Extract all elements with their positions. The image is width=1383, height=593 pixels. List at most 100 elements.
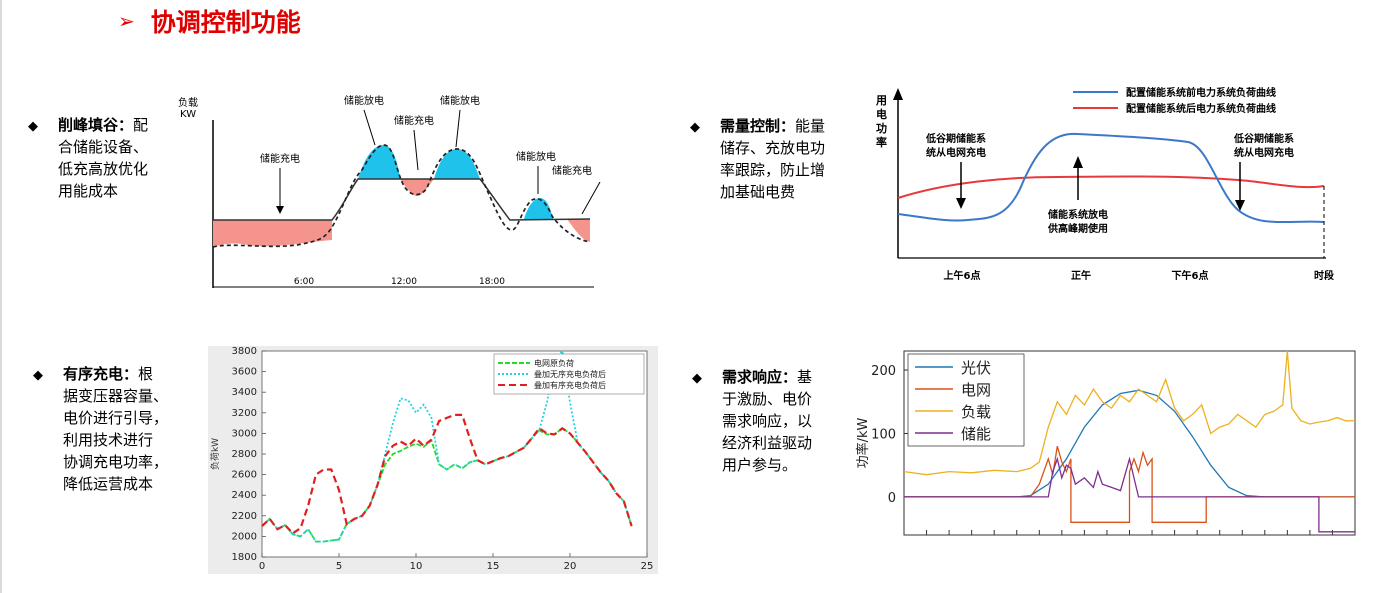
arrowhead-icon (893, 88, 903, 100)
before-storage-curve (897, 132, 1325, 224)
bullet-line: 于激励、电价 (722, 390, 813, 408)
bullet-line: 用能成本 (58, 182, 119, 200)
legend-label: 储能 (961, 425, 991, 443)
x-tick-label: 20 (564, 561, 577, 572)
demand-control-diagram: 用 电 功 率 配置储能系统前电力系统负荷曲线 配置储能系统后电力系统负荷曲线 … (876, 86, 1334, 282)
diamond-bullet-icon: ◆ (28, 119, 38, 134)
bullet-heading: 需求响应 (722, 368, 783, 386)
discharge-area-1 (358, 145, 400, 179)
x-tick-label: 上午6点 (944, 269, 981, 282)
bullet-heading: 削峰填谷 (58, 116, 119, 134)
series-line-3 (903, 350, 1355, 476)
threshold-line (213, 178, 591, 221)
bullet-text: 能量 (795, 117, 826, 135)
annotation-label: 储能充电 (260, 152, 300, 165)
legend-label: 负载 (961, 403, 991, 421)
series-line-2 (261, 348, 633, 543)
arrowhead-icon (1235, 200, 1245, 211)
orderly-charging-chart: 负荷kW 1800 2000 2200 2400 2600 2800 3000 3200 340… (208, 346, 658, 574)
legend-box (907, 353, 1025, 447)
annotation-arrow (363, 109, 376, 146)
bullet-line: 电价进行引导， (63, 409, 169, 427)
annotation-label: 低谷期储能系 (925, 132, 986, 145)
bullet-heading: 需量控制 (720, 117, 781, 135)
legend-label: 叠加有序充电负荷后 (534, 380, 606, 390)
bullet-line: 用户参与。 (722, 456, 798, 474)
load-curve (212, 144, 591, 248)
bullet-heading: 有序充电 (63, 365, 124, 383)
annotation-arrow (413, 129, 419, 171)
bullet-line: 合储能设备、 (58, 138, 149, 156)
x-tick-label: 时段 (1314, 269, 1334, 282)
y-axis-label: 负荷kW (209, 438, 221, 470)
y-axis-label: 功率/kW (855, 417, 871, 468)
charge-area-3 (567, 219, 590, 242)
annotation-label: 统从电网充电 (1234, 146, 1294, 159)
annotation-label: 储能系统放电 (1047, 208, 1108, 221)
y-axis-label: 功 (876, 121, 887, 135)
bullet-line: 协调充电功率， (63, 453, 169, 471)
y-tick-label: 100 (871, 427, 896, 442)
y-axis-label: 用 (876, 94, 887, 107)
annotation-arrow (581, 181, 601, 215)
annotation-label: 储能放电 (440, 94, 480, 107)
y-tick-label: 200 (871, 364, 896, 379)
annotation-label: 储能充电 (394, 114, 434, 127)
y-axis-label: 负载 (178, 96, 198, 109)
diamond-bullet-icon: ◆ (690, 120, 700, 135)
bullet-line: 经济利益驱动 (722, 434, 813, 452)
left-edge-line (0, 0, 2, 593)
y-axis-label: 率 (876, 135, 887, 149)
y-tick-label: 2600 (232, 470, 257, 481)
x-tick-label: 12:00 (391, 277, 417, 287)
annotation-label: 统从电网充电 (926, 146, 986, 159)
series-line-4 (904, 456, 1355, 533)
x-tick-label: 10 (410, 561, 423, 572)
y-tick-label: 0 (888, 491, 896, 506)
arrowhead-icon (276, 206, 284, 214)
arrowhead-icon (1073, 156, 1083, 168)
charge-area-2 (400, 179, 434, 196)
bullet-line: 储存、充放电功 (720, 139, 826, 157)
bullet-text: 根 (138, 365, 154, 383)
diamond-bullet-icon: ◆ (692, 371, 702, 386)
y-tick-label: 3000 (232, 428, 257, 439)
page-title-text: 协调控制功能 (150, 8, 301, 37)
page-title: ➢ 协调控制功能 (118, 4, 301, 38)
annotation-label: 低谷期储能系 (1233, 132, 1294, 145)
bullet-line: 率跟踪，防止增 (720, 161, 826, 179)
x-tick-label: 下午6点 (1172, 269, 1209, 282)
bullet-text: 配 (133, 116, 149, 134)
diamond-bullet-icon: ◆ (33, 368, 43, 383)
discharge-area-2 (434, 149, 480, 179)
y-tick-label: 3400 (232, 387, 257, 398)
bullet-line: 加基础电费 (720, 183, 796, 201)
bullet-line: 降低运营成本 (63, 475, 154, 493)
annotation-arrow (455, 109, 461, 148)
peak-shaving-diagram: 负载 KW 6:00 12:00 18:00 储能充电 储能放电 储能充电 储能… (178, 94, 601, 288)
legend-label: 配置储能系统后电力系统负荷曲线 (1126, 102, 1276, 115)
series-line-3 (261, 413, 633, 535)
bullet-line: 低充高放优化 (58, 160, 149, 178)
x-tick-label: 18:00 (479, 277, 505, 287)
arrowhead-icon (956, 198, 966, 209)
y-tick-label: 3800 (232, 346, 257, 357)
y-tick-label: 3200 (232, 408, 257, 419)
bullet-text: 基 (797, 368, 813, 386)
y-tick-label: 2200 (232, 511, 257, 522)
y-axis-label: 电 (876, 107, 887, 121)
y-tick-label: 3600 (232, 367, 257, 378)
x-tick-label: 正午 (1071, 269, 1091, 282)
y-tick-label: 2000 (232, 531, 257, 542)
y-tick-label: 2800 (232, 449, 257, 460)
charge-area-1 (213, 220, 332, 247)
x-tick-label: 0 (259, 561, 265, 572)
series-line-2 (904, 446, 1355, 523)
legend-label: 配置储能系统前电力系统负荷曲线 (1126, 86, 1276, 99)
annotation-label: 储能放电 (344, 94, 384, 107)
x-tick-label: 25 (641, 561, 654, 572)
arrow-bullet-icon: ➢ (118, 9, 135, 33)
bullet-line: 据变压器容量、 (63, 387, 169, 405)
y-axis-unit: KW (180, 109, 196, 120)
legend-label: 叠加无序充电负荷后 (534, 369, 606, 379)
